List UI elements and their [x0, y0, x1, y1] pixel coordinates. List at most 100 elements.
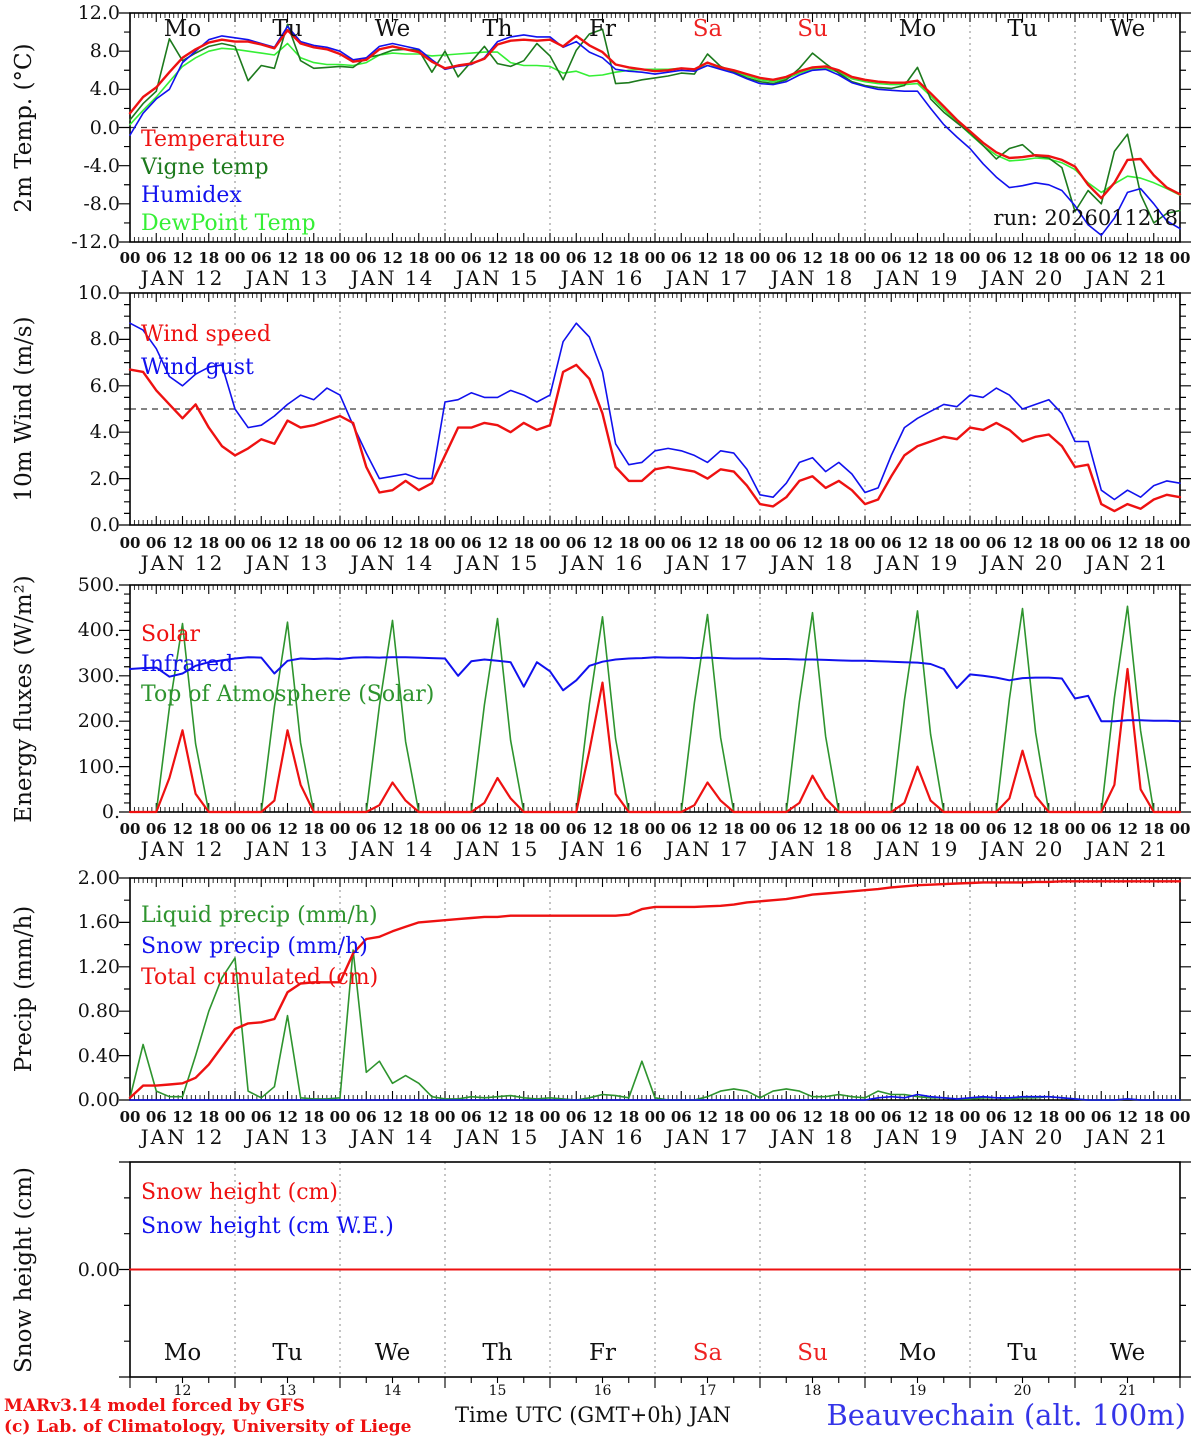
footer-model-credit-line2: (c) Lab. of Climatology, University of L… — [4, 1417, 412, 1437]
hour-tick-label: 06 — [880, 1108, 902, 1126]
legend-entry: Wind speed — [141, 322, 272, 347]
y-tick-label: 10.0 — [77, 282, 120, 304]
time-axis-caption: Time UTC (GMT+0h) JAN — [455, 1403, 731, 1427]
hour-tick-label: 12 — [1117, 249, 1138, 267]
hour-tick-label: 12 — [697, 534, 718, 552]
hour-tick-label: 00 — [224, 820, 246, 838]
hour-tick-label: 00 — [224, 1108, 246, 1126]
hour-tick-label: 18 — [828, 1108, 850, 1126]
day-number-label: 17 — [698, 1383, 717, 1399]
date-label: JAN 16 — [560, 1125, 645, 1149]
hour-tick-label: 12 — [277, 534, 298, 552]
date-label: JAN 17 — [665, 1125, 750, 1149]
y-tick-label: 4.0 — [89, 78, 120, 101]
legend-entry: Humidex — [141, 183, 242, 208]
legend-entry: Snow height (cm W.E.) — [141, 1214, 394, 1239]
y-tick-label: 0.40 — [77, 1044, 120, 1067]
day-name-label: Tu — [272, 16, 303, 42]
legend-entry: Infrared — [141, 652, 234, 677]
hour-tick-label: 00 — [1169, 1108, 1191, 1126]
hour-tick-label: 00 — [224, 534, 246, 552]
y-axis-title: Energy fluxes (W/m²) — [11, 574, 37, 823]
hour-tick-label: 12 — [907, 534, 928, 552]
hour-tick-label: 06 — [880, 820, 902, 838]
day-name-label: Su — [797, 1340, 828, 1366]
hour-tick-label: 06 — [460, 249, 482, 267]
hour-tick-label: 06 — [670, 820, 692, 838]
hour-tick-label: 18 — [198, 534, 220, 552]
hour-tick-label: 06 — [565, 249, 587, 267]
hour-tick-label: 12 — [907, 249, 928, 267]
y-ticks — [119, 1161, 1191, 1378]
hour-tick-label: 12 — [592, 249, 613, 267]
hour-tick-label: 06 — [145, 534, 167, 552]
hour-tick-label: 00 — [644, 249, 666, 267]
date-label: JAN 21 — [1085, 1125, 1170, 1149]
date-label: JAN 16 — [560, 837, 645, 861]
hour-tick-label: 12 — [907, 820, 928, 838]
hour-tick-label: 06 — [880, 249, 902, 267]
panel-border-temperature — [129, 12, 1181, 243]
y-tick-label: 1.60 — [77, 911, 120, 934]
hour-tick-label: 12 — [697, 249, 718, 267]
date-label: JAN 17 — [665, 551, 750, 575]
y-tick-label: -8.0 — [83, 192, 120, 215]
hour-tick-label: 12 — [697, 820, 718, 838]
hour-tick-label: 12 — [1117, 534, 1138, 552]
date-label: JAN 15 — [455, 1125, 540, 1149]
hour-tick-label: 12 — [172, 820, 193, 838]
date-label: JAN 12 — [140, 266, 225, 290]
hour-tick-label: 06 — [1090, 1108, 1112, 1126]
hour-tick-label: 06 — [250, 534, 272, 552]
hour-tick-label: 06 — [880, 534, 902, 552]
series-line-precip — [128, 880, 1182, 1100]
hour-tick-label: 12 — [277, 249, 298, 267]
legend-entry: Total cumulated (cm) — [141, 965, 379, 990]
series-line-temperature — [129, 23, 1181, 224]
y-tick-label: -4.0 — [83, 154, 120, 177]
hour-tick-label: 00 — [119, 820, 141, 838]
day-name-label: Sa — [692, 1340, 723, 1366]
date-label: JAN 15 — [455, 266, 540, 290]
day-number-label: 15 — [488, 1383, 507, 1399]
hour-tick-label: 00 — [959, 820, 981, 838]
hour-tick-label: 12 — [1012, 534, 1033, 552]
date-label: JAN 14 — [350, 266, 435, 290]
date-label: JAN 12 — [140, 551, 225, 575]
hour-tick-label: 18 — [1038, 249, 1060, 267]
date-label: JAN 19 — [875, 1125, 960, 1149]
hour-tick-label: 00 — [329, 1108, 351, 1126]
hour-tick-label: 12 — [172, 1108, 193, 1126]
hour-tick-label: 00 — [119, 249, 141, 267]
hour-tick-label: 00 — [539, 1108, 561, 1126]
hour-tick-label: 12 — [487, 1108, 508, 1126]
date-label: JAN 18 — [770, 837, 855, 861]
day-number-label: 16 — [593, 1383, 612, 1399]
hour-tick-label: 00 — [854, 1108, 876, 1126]
legend-entry: Snow height (cm) — [141, 1180, 338, 1205]
tick-comb-minor — [133, 13, 1177, 242]
y-ticks — [119, 877, 1191, 1101]
y-axis-title: Snow height (cm) — [11, 1166, 37, 1373]
hour-tick-label: 00 — [644, 534, 666, 552]
date-label: JAN 12 — [140, 1125, 225, 1149]
run-label: run: 2026011218 — [993, 206, 1178, 230]
date-label: JAN 21 — [1085, 266, 1170, 290]
hour-tick-label: 00 — [1064, 1108, 1086, 1126]
hour-tick-label: 18 — [828, 249, 850, 267]
hour-tick-label: 06 — [1090, 534, 1112, 552]
hour-tick-label: 06 — [460, 534, 482, 552]
hour-tick-label: 18 — [618, 249, 640, 267]
y-tick-label: 300. — [77, 664, 120, 687]
hour-tick-label: 06 — [145, 820, 167, 838]
hour-tick-label: 00 — [644, 1108, 666, 1126]
hour-tick-label: 00 — [644, 820, 666, 838]
legend-entry: Temperature — [141, 127, 286, 152]
day-number-label: 18 — [803, 1383, 822, 1399]
hour-tick-label: 18 — [408, 1108, 430, 1126]
hour-tick-label: 06 — [1090, 820, 1112, 838]
y-tick-label: 6.0 — [89, 374, 120, 397]
hour-tick-label: 12 — [277, 820, 298, 838]
day-number-label: 13 — [278, 1383, 297, 1399]
hour-tick-label: 18 — [408, 249, 430, 267]
